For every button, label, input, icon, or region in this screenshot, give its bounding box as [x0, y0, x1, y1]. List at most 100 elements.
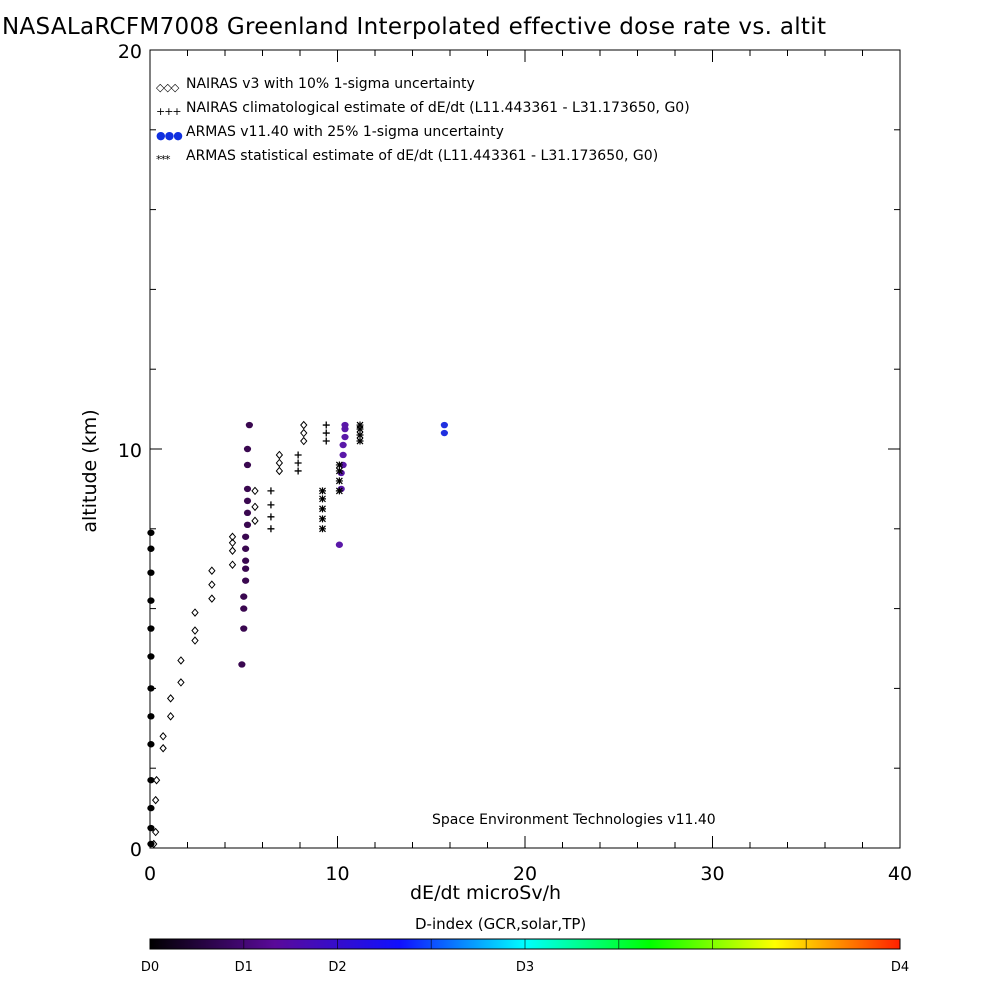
data-point-star [319, 487, 326, 495]
data-point-dot [147, 804, 155, 812]
data-point-plus [267, 487, 275, 495]
data-point-diamond [300, 428, 308, 438]
data-point-diamond [208, 580, 216, 589]
data-point-star [335, 487, 343, 495]
data-point-diamond [177, 656, 185, 665]
legend-label: NAIRAS v3 with 10% 1-sigma uncertainty [186, 76, 475, 92]
data-point-diamond [151, 827, 160, 837]
data-point-star [319, 505, 326, 513]
data-point-diamond [191, 636, 199, 645]
x-tick-label: 10 [325, 863, 349, 885]
data-point-plus [294, 451, 302, 459]
data-point-diamond [275, 450, 284, 460]
data-point-dot [341, 433, 349, 441]
data-point-diamond [251, 516, 259, 526]
data-point-dot [440, 421, 448, 429]
data-point-diamond [300, 420, 308, 430]
data-point-star [335, 477, 343, 485]
data-point-plus [322, 429, 330, 437]
data-point-plus [294, 459, 302, 467]
data-point-diamond [159, 743, 167, 753]
data-point-dot [243, 445, 252, 453]
y-tick-label: 20 [118, 41, 142, 63]
data-point-dot [147, 840, 155, 848]
data-point-diamond [166, 712, 175, 721]
data-point-diamond [208, 594, 216, 603]
data-point-dot [243, 461, 252, 469]
legend-marker: +++ [156, 105, 181, 118]
data-point-dot [147, 824, 155, 832]
data-point-diamond [228, 532, 237, 542]
data-point-diamond [228, 560, 237, 569]
data-point-dot [339, 441, 347, 449]
plot-frame [149, 49, 901, 849]
data-point-dot [242, 577, 250, 584]
data-point-dot [240, 593, 248, 600]
legend-marker: ●●● [156, 129, 182, 142]
data-point-diamond [208, 566, 216, 575]
colorbar-title: D-index (GCR,solar,TP) [415, 915, 587, 933]
data-point-star [319, 525, 326, 533]
data-point-star [356, 425, 364, 433]
legend-label: NAIRAS climatological estimate of dE/dt … [186, 100, 690, 116]
annotation: Space Environment Technologies v11.40 [432, 812, 716, 828]
data-point-dot [147, 685, 155, 692]
data-point-diamond [251, 486, 259, 496]
data-point-dot [147, 713, 155, 720]
x-axis-label: dE/dt microSv/h [410, 882, 562, 904]
legend-marker: ◇◇◇ [156, 81, 180, 94]
colorbar-label: D1 [235, 960, 253, 975]
data-point-star [356, 437, 364, 445]
data-point-dot [238, 661, 246, 668]
data-point-star [356, 431, 364, 439]
data-point-dot [240, 625, 248, 632]
data-point-plus [322, 421, 330, 429]
data-point-dot [440, 429, 448, 437]
data-point-dot [242, 545, 250, 552]
data-point-dot [147, 741, 155, 748]
x-tick-label: 40 [888, 863, 912, 885]
y-axis-label: altitude (km) [79, 409, 101, 533]
data-point-diamond [228, 538, 237, 548]
data-point-star [319, 515, 326, 523]
data-point-dot [243, 485, 252, 493]
data-point-dot [147, 529, 155, 536]
legend-marker: *** [156, 153, 171, 166]
data-point-dot [147, 597, 155, 604]
data-point-diamond [300, 436, 308, 446]
data-point-diamond [151, 795, 160, 805]
data-point-dot [335, 541, 343, 548]
x-tick-label: 20 [513, 863, 537, 885]
data-point-plus [267, 513, 275, 521]
data-point-diamond [166, 694, 175, 703]
data-point-plus [294, 467, 302, 475]
data-point-star [335, 461, 343, 469]
chart-title: NASALaRCFM7008 Greenland Interpolated ef… [2, 14, 827, 40]
data-point-dot [147, 569, 155, 576]
data-point-diamond [152, 775, 161, 785]
data-point-diamond [191, 626, 199, 635]
data-point-dot [243, 497, 252, 505]
data-point-dot [243, 521, 252, 529]
data-point-dot [341, 421, 349, 429]
data-point-dot [245, 421, 253, 429]
data-point-plus [267, 525, 275, 533]
data-point-plus [322, 437, 330, 445]
data-point-dot [242, 557, 250, 564]
data-point-star [335, 467, 343, 475]
data-point-plus [267, 501, 275, 509]
data-point-star [356, 421, 364, 429]
data-point-dot [147, 653, 155, 660]
x-tick-label: 30 [700, 863, 724, 885]
colorbar-label: D4 [891, 960, 909, 975]
data-point-diamond [177, 678, 185, 687]
colorbar-label: D2 [328, 960, 346, 975]
data-point-diamond [275, 458, 284, 468]
data-point-star [319, 495, 326, 503]
data-point-dot [243, 509, 252, 517]
data-point-dot [147, 625, 155, 632]
data-point-dot [240, 605, 248, 612]
colorbar-label: D0 [141, 960, 159, 975]
data-point-diamond [228, 546, 237, 556]
